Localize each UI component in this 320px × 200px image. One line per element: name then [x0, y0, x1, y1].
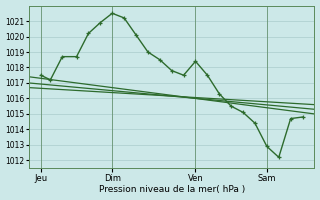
X-axis label: Pression niveau de la mer( hPa ): Pression niveau de la mer( hPa ) [99, 185, 245, 194]
